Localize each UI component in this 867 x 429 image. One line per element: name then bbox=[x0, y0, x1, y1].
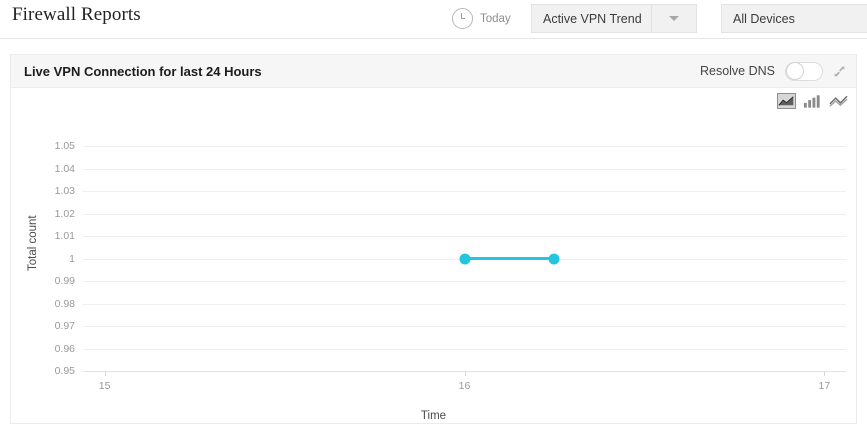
grid-line bbox=[83, 348, 846, 350]
series-line bbox=[464, 257, 555, 260]
bar-chart-icon[interactable] bbox=[803, 93, 822, 109]
data-point-marker[interactable] bbox=[548, 253, 560, 264]
plot-grid: 15 16 17 bbox=[83, 88, 846, 424]
expand-icon[interactable] bbox=[833, 65, 846, 78]
top-bar: Firewall Reports Today Active VPN Trend … bbox=[0, 0, 867, 39]
grid-line bbox=[83, 303, 846, 305]
line-chart-icon[interactable] bbox=[829, 93, 848, 109]
report-type-select[interactable]: Active VPN Trend bbox=[531, 4, 697, 33]
y-axis-tick-label: 1.01 bbox=[54, 230, 75, 242]
y-axis-tick-label: 1 bbox=[69, 252, 75, 265]
y-axis-ticks: 1.05 1.04 1.03 1.02 1.01 1 0.99 0.98 0.97 0.96 0.9… bbox=[21, 88, 75, 424]
device-select[interactable]: All Devices bbox=[721, 4, 867, 33]
area-chart-icon[interactable] bbox=[777, 93, 796, 109]
card-header-controls: Resolve DNS bbox=[699, 61, 856, 81]
grid-line bbox=[83, 281, 846, 282]
device-select-value: All Devices bbox=[733, 11, 795, 26]
resolve-dns-toggle[interactable] bbox=[785, 61, 823, 81]
y-axis-tick-label: 0.95 bbox=[54, 365, 75, 377]
y-axis-tick-label: 1.04 bbox=[54, 162, 75, 175]
x-axis-tick-label: 16 bbox=[458, 380, 471, 392]
y-axis-tick-label: 0.96 bbox=[54, 342, 75, 355]
y-axis-tick-label: 0.99 bbox=[54, 275, 75, 287]
card-header: Live VPN Connection for last 24 Hours Re… bbox=[11, 55, 856, 88]
grid-line bbox=[83, 213, 846, 215]
time-filter[interactable]: Today bbox=[452, 8, 511, 29]
x-axis-title: Time bbox=[420, 410, 447, 422]
clock-icon bbox=[452, 8, 473, 29]
grid-line bbox=[83, 146, 846, 147]
grid-line bbox=[83, 168, 846, 170]
y-axis-tick-label: 0.98 bbox=[54, 297, 75, 310]
chart-card: Live VPN Connection for last 24 Hours Re… bbox=[10, 54, 857, 424]
grid-line bbox=[83, 326, 846, 327]
card-title: Live VPN Connection for last 24 Hours bbox=[24, 63, 262, 79]
x-axis-tick-mark bbox=[104, 371, 106, 376]
y-axis-tick-label: 0.97 bbox=[54, 320, 75, 332]
resolve-dns-label: Resolve DNS bbox=[699, 64, 775, 78]
data-point-marker[interactable] bbox=[459, 253, 470, 264]
chart-type-toggle-group bbox=[777, 93, 848, 109]
y-axis-tick-label: 1.05 bbox=[54, 140, 75, 152]
grid-line bbox=[83, 191, 846, 192]
toggle-knob bbox=[786, 62, 804, 80]
x-axis-tick-label: 15 bbox=[98, 380, 111, 392]
chevron-down-icon bbox=[669, 16, 679, 21]
report-type-value: Active VPN Trend bbox=[543, 11, 642, 26]
chart-plot-area: Total count 1.05 1.04 1.03 1.02 1.01 1 0.99 0.9… bbox=[11, 88, 856, 424]
x-axis-tick-label: 17 bbox=[818, 380, 831, 392]
grid-line bbox=[83, 236, 846, 237]
time-filter-label: Today bbox=[480, 12, 511, 25]
x-axis-tick-mark bbox=[824, 371, 826, 376]
x-axis-tick-mark bbox=[464, 371, 466, 376]
page-title: Firewall Reports bbox=[12, 4, 141, 25]
y-axis-tick-label: 1.02 bbox=[54, 207, 75, 220]
report-type-dropdown-button[interactable] bbox=[651, 5, 696, 32]
y-axis-tick-label: 1.03 bbox=[54, 185, 75, 197]
